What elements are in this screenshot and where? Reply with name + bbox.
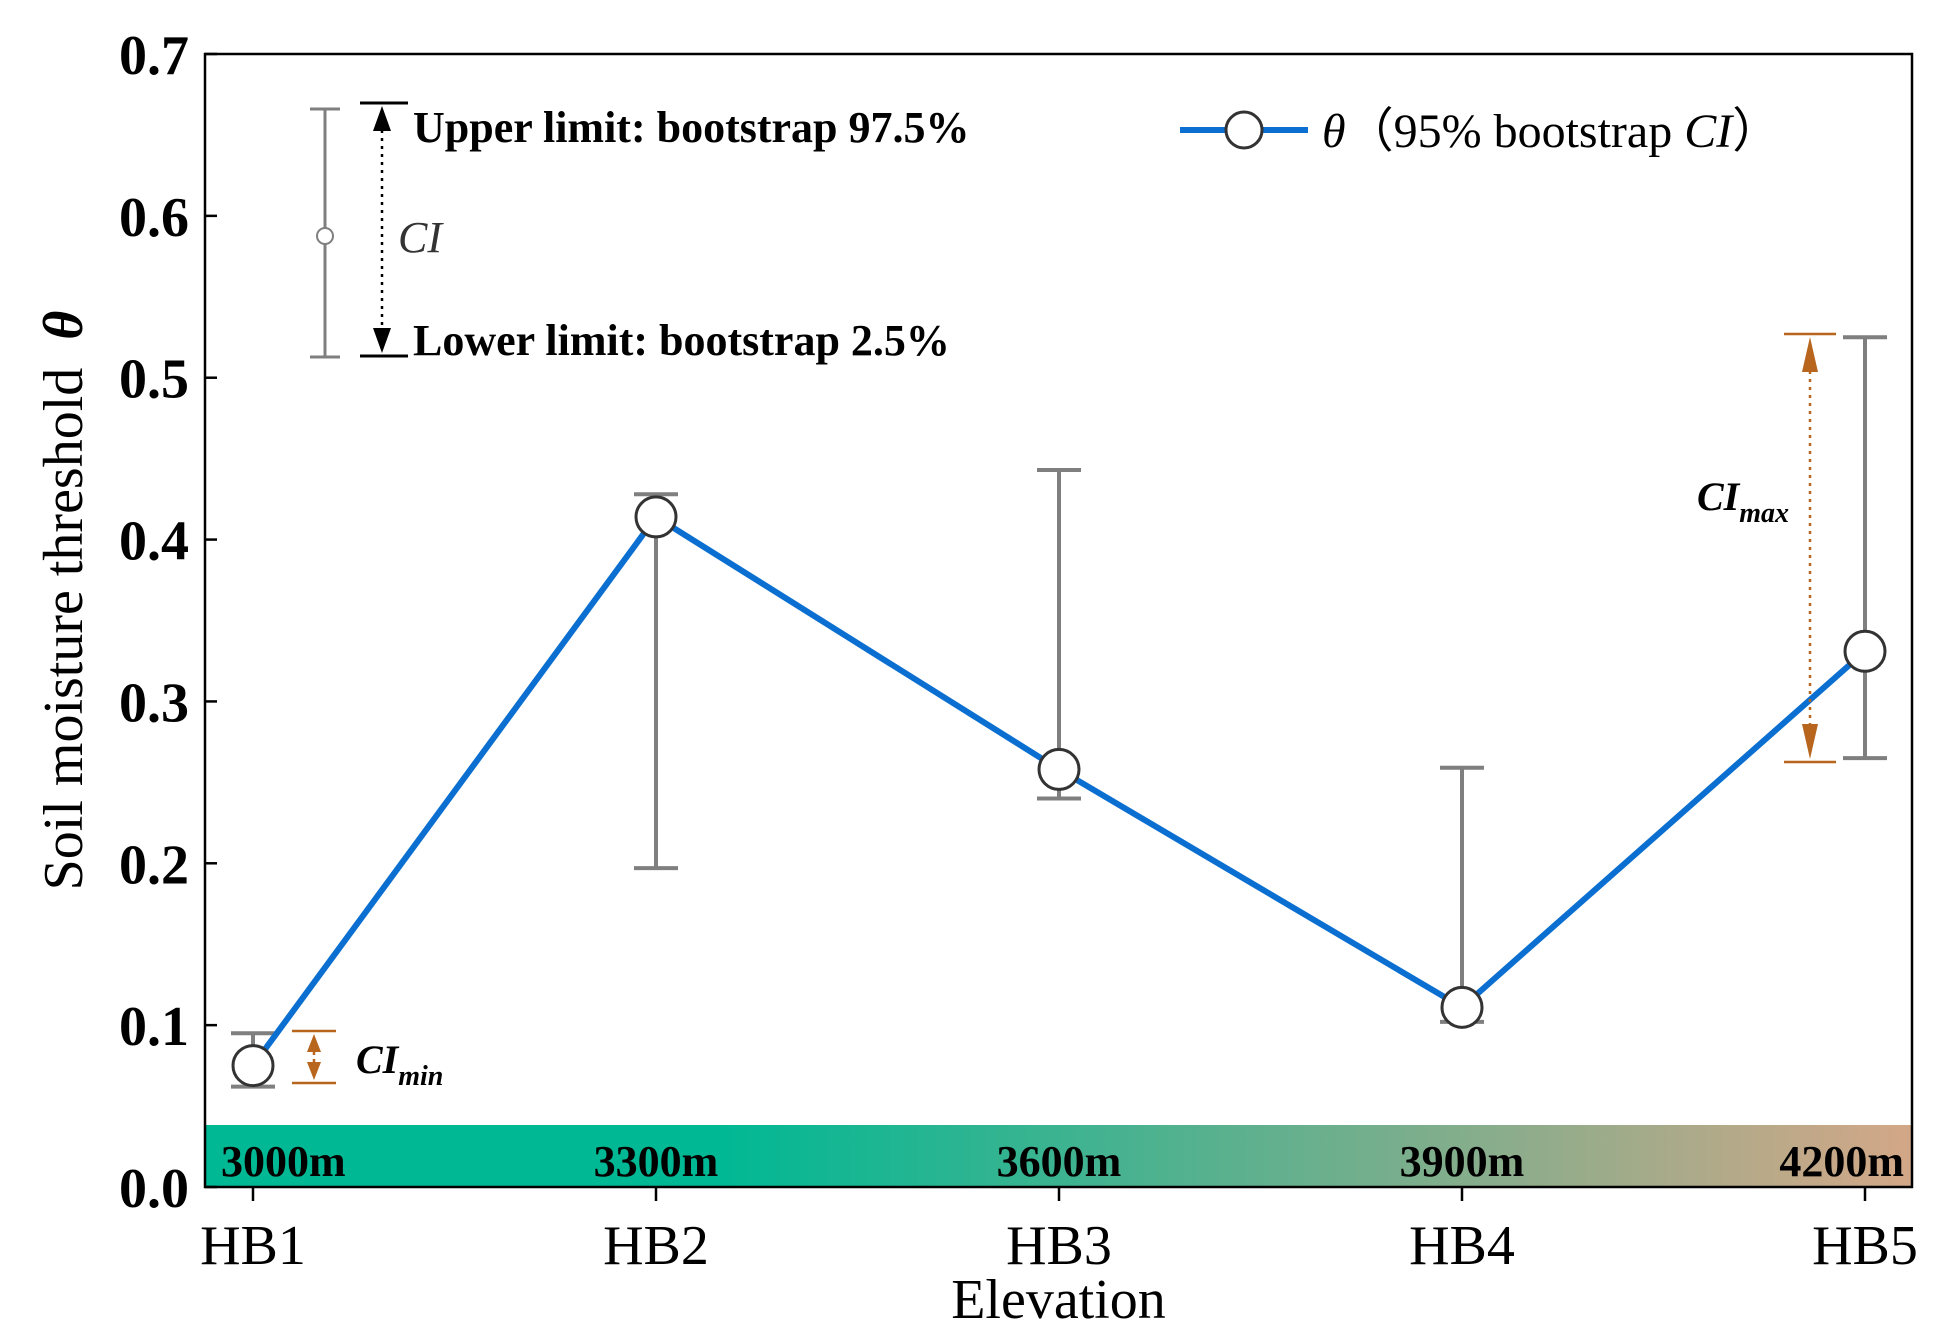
elevation-band [205, 1125, 1912, 1187]
legend-ci: CI [1684, 105, 1734, 158]
marker-HB2 [634, 495, 678, 539]
elevation-label-2: 3300m [594, 1137, 719, 1186]
ci-max-annotation: CImax [1697, 332, 1836, 764]
y-tick-label: 0.0 [119, 1158, 189, 1220]
ci-max-label: CImax [1697, 474, 1789, 529]
marker-HB3 [1037, 747, 1081, 791]
x-axis: HB1 HB2 HB3 HB4 HB5 [200, 1187, 1918, 1277]
y-tick-label: 0.2 [119, 834, 189, 896]
y-tick-label: 0.5 [119, 349, 189, 411]
legend-label: θ（95% bootstrap CI） [1322, 105, 1780, 158]
x-tick-label: HB1 [200, 1215, 306, 1277]
y-axis-title-symbol: θ [33, 311, 95, 340]
marker-HB4 [1440, 985, 1484, 1029]
ci-key-ci-label: CI [398, 213, 444, 262]
legend-marker [1224, 110, 1264, 150]
x-tick-label: HB3 [1006, 1215, 1112, 1277]
elevation-label-3: 3600m [997, 1137, 1122, 1186]
x-tick-label: HB4 [1409, 1215, 1515, 1277]
y-tick-label: 0.3 [119, 672, 189, 734]
markers [231, 495, 1887, 1088]
marker-HB5 [1843, 629, 1887, 673]
ci-key-lower-text: Lower limit: bootstrap 2.5% [413, 316, 950, 365]
elevation-labels: 3000m 3300m 3600m 3900m 4200m [221, 1137, 1904, 1186]
y-axis: 0.0 0.1 0.2 0.3 0.4 0.5 0.6 0.7 [119, 25, 217, 1220]
ci-max-arrow-down [1802, 724, 1818, 759]
ci-min-arrow-up [307, 1034, 321, 1052]
ci-key-arrow-down [373, 328, 391, 353]
y-axis-title: Soil moisture threshold θ [33, 311, 95, 891]
ci-key-marker [316, 227, 334, 245]
ci-max-arrow-up [1802, 337, 1818, 372]
y-tick-label: 0.4 [119, 511, 189, 573]
ci-min-label: CImin [356, 1037, 443, 1092]
ci-key-arrow-up [373, 106, 391, 131]
legend-close: ） [1732, 105, 1780, 158]
ci-key: Upper limit: bootstrap 97.5% Lower limit… [310, 101, 970, 365]
elevation-label-5: 4200m [1779, 1137, 1904, 1186]
ci-key-upper-text: Upper limit: bootstrap 97.5% [413, 103, 970, 152]
x-tick-label: HB2 [603, 1215, 709, 1277]
x-axis-title: Elevation [951, 1269, 1166, 1331]
ci-min-arrow-down [307, 1062, 321, 1080]
y-tick-label: 0.1 [119, 996, 189, 1058]
legend: θ（95% bootstrap CI） [1180, 105, 1780, 158]
legend-text: （95% bootstrap [1346, 105, 1685, 158]
error-bars [231, 335, 1887, 1089]
y-axis-title-text: Soil moisture threshold [33, 368, 95, 891]
elevation-label-4: 3900m [1400, 1137, 1525, 1186]
x-tick-label: HB5 [1812, 1215, 1918, 1277]
y-tick-label: 0.7 [119, 25, 189, 87]
y-tick-label: 0.6 [119, 187, 189, 249]
ci-min-annotation: CImin [292, 1029, 443, 1092]
marker-HB1 [231, 1044, 275, 1088]
legend-theta: θ [1322, 105, 1346, 158]
elevation-label-1: 3000m [221, 1137, 346, 1186]
